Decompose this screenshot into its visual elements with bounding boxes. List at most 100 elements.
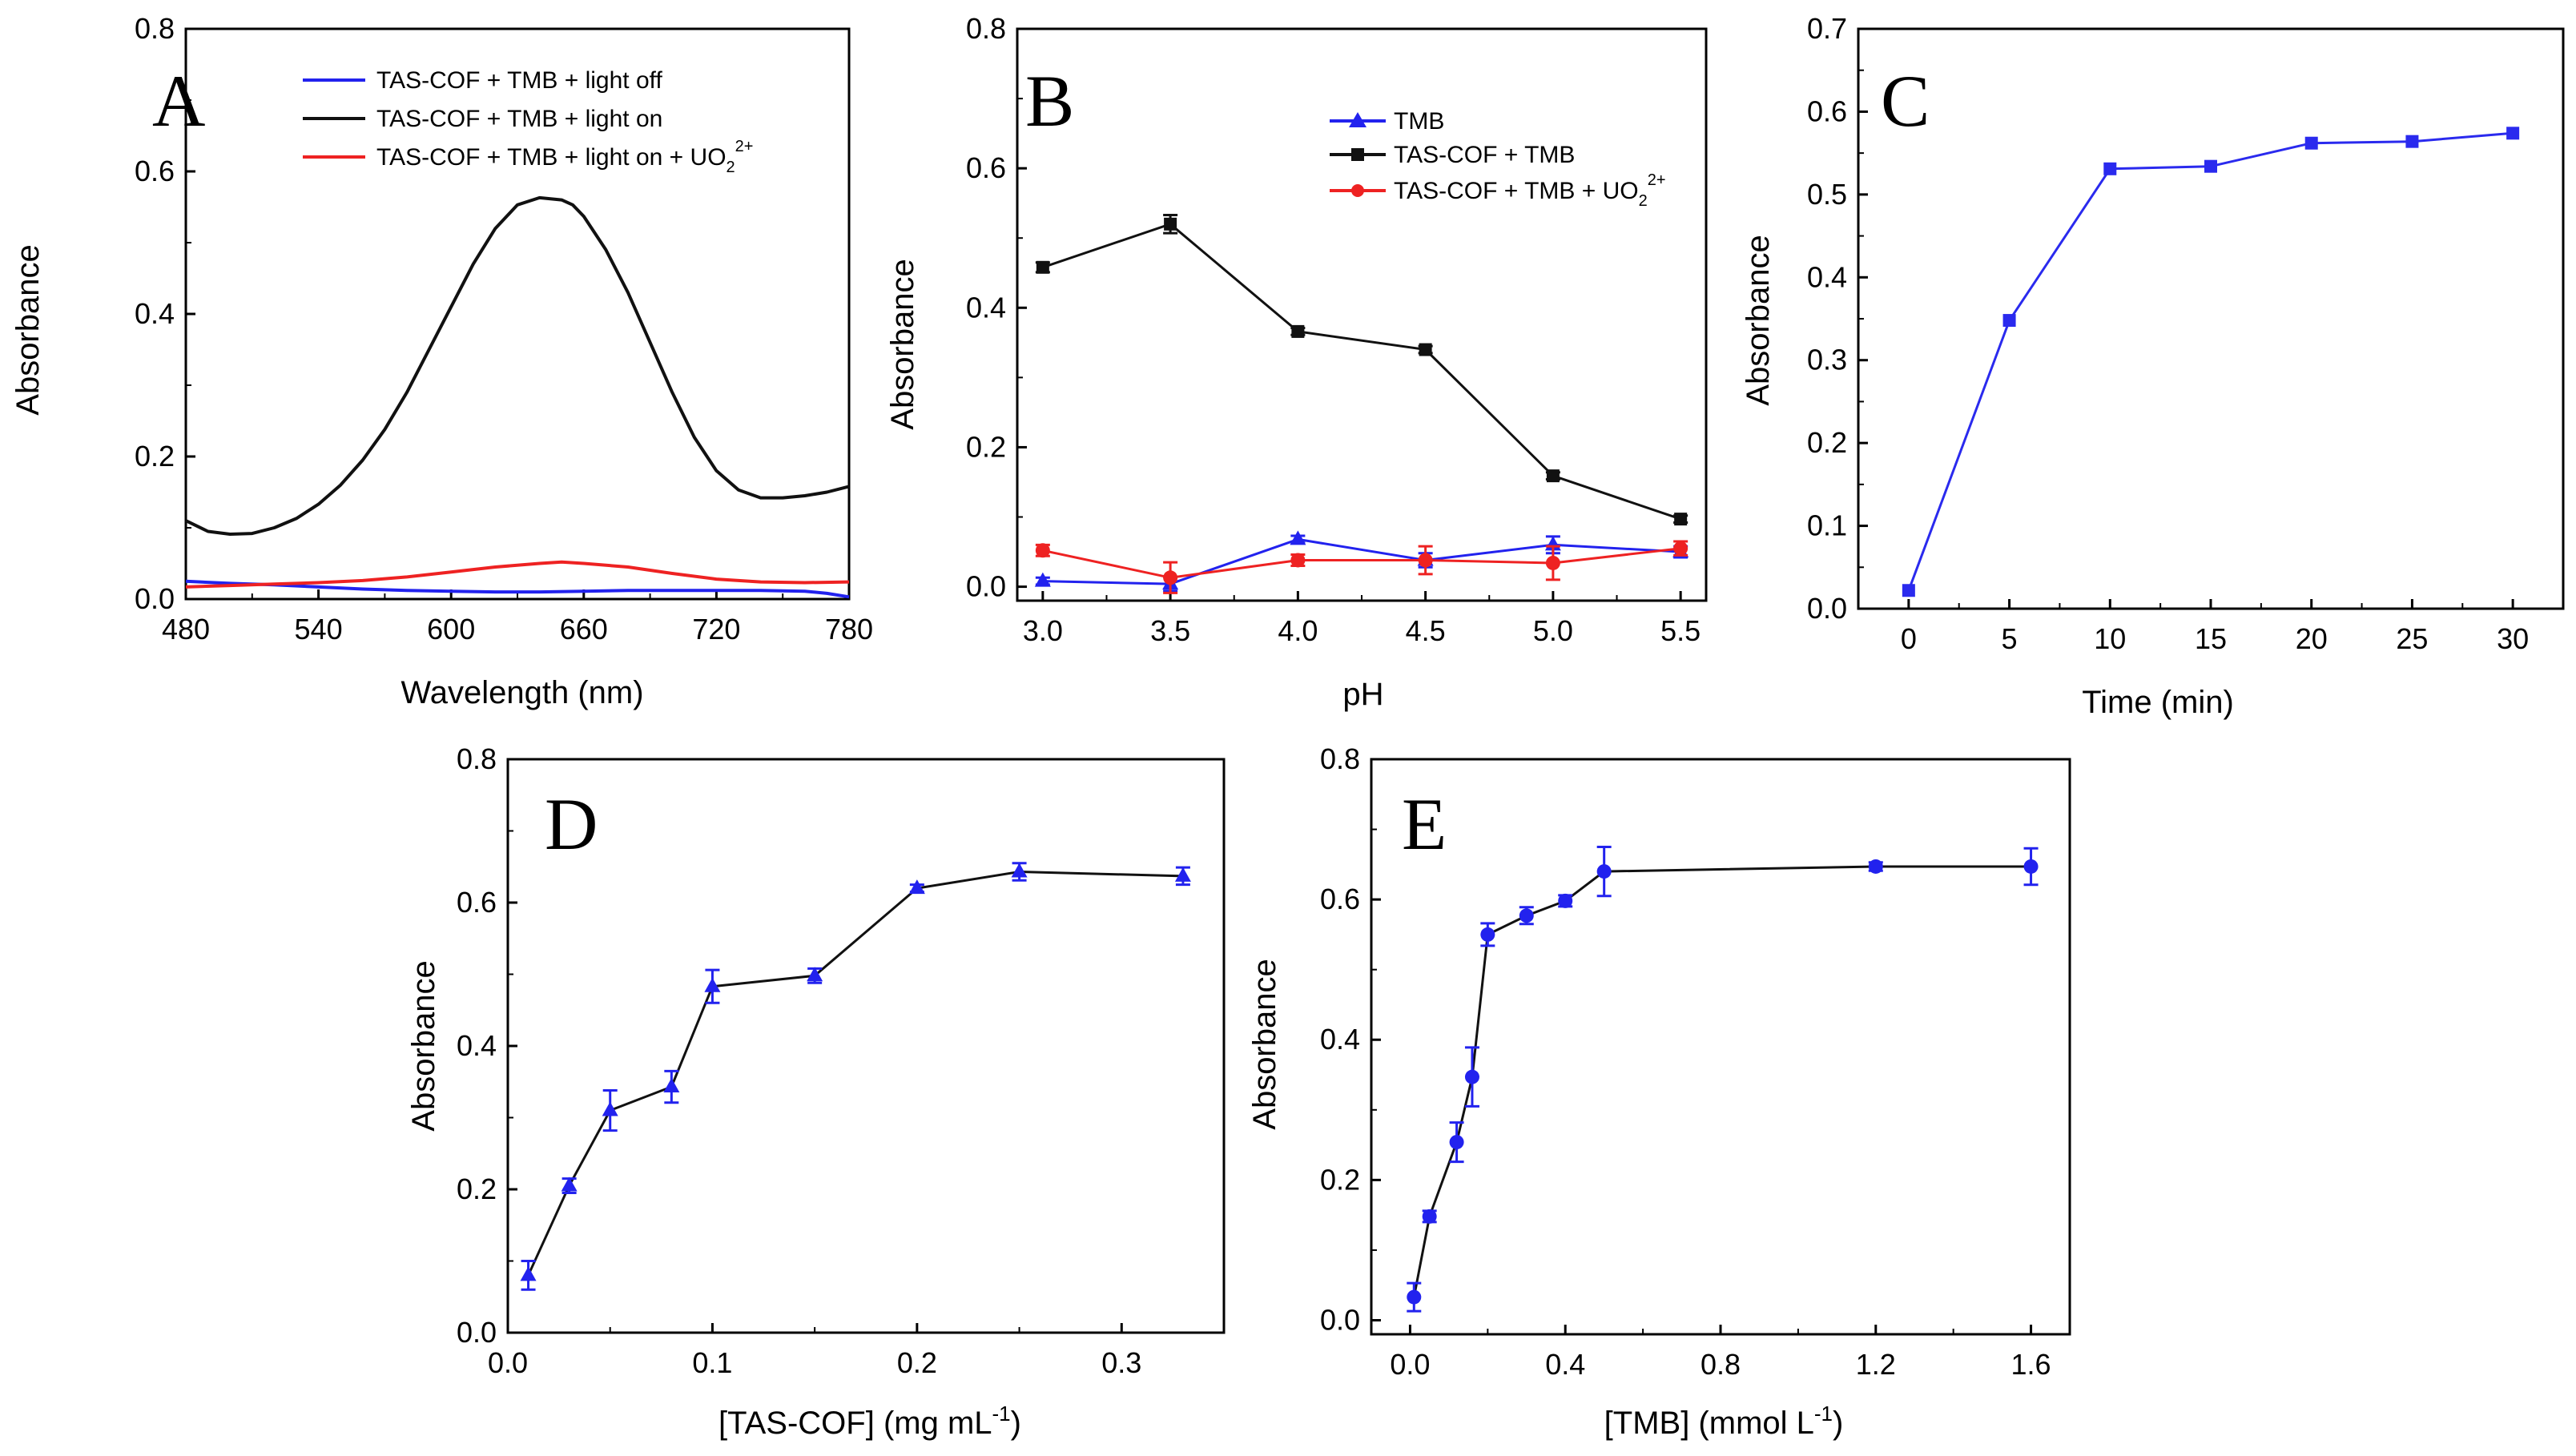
panel-d-series-0-point xyxy=(561,1176,578,1192)
panel-a-y-tick-label: 0.8 xyxy=(135,12,175,45)
panel-c-x-tick-label: 10 xyxy=(2094,622,2126,655)
panel-b-x-tick-label: 5.5 xyxy=(1660,614,1701,647)
panel-b-series-1-point xyxy=(1291,324,1305,338)
panel-b-series-1-point xyxy=(1546,469,1560,483)
panel-a-y-tick-label: 0.6 xyxy=(135,155,175,187)
panel-b-legend-marker-tmb xyxy=(1349,112,1366,127)
panel-c-x-tick-label: 15 xyxy=(2195,622,2227,655)
panel-a-y-tick-label: 0.4 xyxy=(135,297,175,330)
panel-e-series-0-point xyxy=(1596,864,1612,879)
panel-a-series-2-line xyxy=(185,560,850,589)
panel-e-x-tick-label: 1.2 xyxy=(1856,1348,1896,1381)
panel-c-y-tick-label: 0.2 xyxy=(1807,426,1847,459)
panel-b-x-tick-label: 4.5 xyxy=(1406,614,1446,647)
panel-d-series-0-point xyxy=(1174,867,1191,882)
panel-d-series-0-point xyxy=(908,879,925,895)
panel-b-series-1-point xyxy=(1036,260,1049,274)
panel-a-y-tick-label: 0.0 xyxy=(135,582,175,615)
panel-c-series-0-point xyxy=(2405,135,2419,148)
panel-e-y-tick-label: 0.2 xyxy=(1320,1163,1360,1196)
panel-c-series-0-point xyxy=(2204,159,2217,173)
panel-a-x-axis-title: Wavelength (nm) xyxy=(400,675,643,710)
panel-b-legend: TMB TAS-COF + TMB TAS-COF + TMB + UO22+ xyxy=(1330,108,1666,210)
panel-c-x-tick-label: 25 xyxy=(2396,622,2428,655)
panel-c-y-tick-label: 0.7 xyxy=(1807,12,1847,45)
panel-c-x-tick-label: 30 xyxy=(2497,622,2529,655)
panel-b-series-2-point xyxy=(1673,541,1688,556)
panel-e-y-axis-title: Absorbance xyxy=(1247,959,1282,1129)
panel-d-y-axis-title: Absorbance xyxy=(406,960,441,1131)
panel-a-legend: TAS-COF + TMB + light off TAS-COF + TMB … xyxy=(303,67,753,176)
panel-e-series-0-point xyxy=(1407,1289,1422,1305)
panel-d: D [TAS-COF] (mg mL-1) Absorbance 0.0 0.1 0… xyxy=(406,742,1226,1441)
panel-c-y-tick-label: 0.1 xyxy=(1807,509,1847,542)
panel-d-x-tick-label: 0.1 xyxy=(692,1346,732,1379)
panel-e-y-tick-label: 0.0 xyxy=(1320,1303,1360,1336)
panel-c-series-0-point xyxy=(1902,584,1915,597)
panel-c-x-tick-label: 0 xyxy=(1901,622,1917,655)
panel-e-series-0-point xyxy=(1422,1209,1437,1224)
panel-c-y-tick-label: 0.4 xyxy=(1807,260,1847,293)
panel-c-y-tick-label: 0.0 xyxy=(1807,592,1847,625)
panel-c-letter: C xyxy=(1881,60,1930,142)
panel-b-series-0-line xyxy=(1042,537,1681,585)
panel-b-series-0-point xyxy=(1290,530,1306,545)
panel-b-y-tick-label: 0.8 xyxy=(966,12,1006,45)
panel-b-legend-tmb: TMB xyxy=(1394,108,1444,135)
panel-e-x-tick-label: 0.4 xyxy=(1545,1348,1585,1381)
panel-b-x-tick-label: 4.0 xyxy=(1278,614,1318,647)
panel-e-series-0-point xyxy=(1480,927,1495,942)
panel-e-x-tick-label: 0.0 xyxy=(1390,1348,1430,1381)
panel-d-y-tick-label: 0.4 xyxy=(457,1029,497,1062)
panel-d-x-tick-label: 0.0 xyxy=(488,1346,528,1379)
panel-d-y-tick-label: 0.8 xyxy=(457,742,497,775)
panel-a-x-tick-label: 600 xyxy=(427,613,475,646)
panel-d-y-tick-label: 0.6 xyxy=(457,886,497,919)
panel-d-series-0-point xyxy=(663,1078,680,1093)
panel-b-series-1-point xyxy=(1674,513,1688,526)
panel-b-y-tick-label: 0.6 xyxy=(966,151,1006,184)
panel-d-series-0-point xyxy=(807,967,823,982)
panel-c-series-0-point xyxy=(2304,136,2318,150)
panel-a-x-tick-label: 720 xyxy=(692,613,740,646)
panel-c-x-tick-label: 20 xyxy=(2296,622,2328,655)
panel-a-x-tick-label: 780 xyxy=(825,613,873,646)
panel-e-x-tick-label: 0.8 xyxy=(1701,1348,1741,1381)
panel-c-x-axis-title: Time (min) xyxy=(2082,685,2234,720)
panel-d-series-0-point xyxy=(1011,863,1028,878)
panel-d-y-tick-label: 0.2 xyxy=(457,1172,497,1205)
panel-b-series-1-line xyxy=(1042,223,1681,521)
panel-b-legend-uo2: TAS-COF + TMB + UO22+ xyxy=(1394,171,1666,210)
panel-e-y-tick-label: 0.6 xyxy=(1320,883,1360,915)
panel-c-series-0-point xyxy=(2506,127,2520,140)
panel-a-letter: A xyxy=(152,60,205,142)
panel-b-series-2-point xyxy=(1035,543,1050,558)
panel-d-series-0-point xyxy=(520,1266,537,1281)
panel-a-x-tick-label: 540 xyxy=(295,613,343,646)
panel-b-series-2-point xyxy=(1545,555,1560,570)
panel-c-y-tick-label: 0.3 xyxy=(1807,344,1847,376)
panel-d-x-tick-label: 0.2 xyxy=(897,1346,937,1379)
panel-b-series-1-point xyxy=(1419,343,1432,356)
panel-d-x-tick-label: 0.3 xyxy=(1101,1346,1141,1379)
panel-e-series-0-line xyxy=(1412,865,2031,1297)
panel-e-y-tick-label: 0.8 xyxy=(1320,742,1360,775)
panel-d-series-0-point xyxy=(602,1101,618,1116)
panel-b-y-tick-label: 0.0 xyxy=(966,570,1006,603)
panel-a-series-1-line xyxy=(185,195,850,536)
panel-b-legend-cof: TAS-COF + TMB xyxy=(1394,142,1575,168)
panel-b-y-axis-title: Absorbance xyxy=(885,259,920,429)
panel-b-series-2-point xyxy=(1290,553,1306,568)
panel-c: C Time (min) Absorbance 0 5 10 15 20 25 30 0.0 0… xyxy=(1741,12,2565,720)
panel-b-y-tick-label: 0.2 xyxy=(966,430,1006,463)
panel-a-series-0-line xyxy=(185,579,850,599)
panel-c-y-tick-label: 0.6 xyxy=(1807,95,1847,127)
panel-b-legend-marker-cof xyxy=(1351,148,1364,161)
panel-b-legend-marker-uo2 xyxy=(1351,184,1364,197)
panel-a-y-tick-label: 0.2 xyxy=(135,440,175,473)
panel-b-x-tick-label: 5.0 xyxy=(1533,614,1573,647)
panel-e-series-0-point xyxy=(1519,908,1534,923)
panel-c-y-tick-label: 0.5 xyxy=(1807,178,1847,211)
panel-b-x-axis-title: pH xyxy=(1342,677,1383,712)
panel-e-series-0-point xyxy=(1558,893,1573,908)
